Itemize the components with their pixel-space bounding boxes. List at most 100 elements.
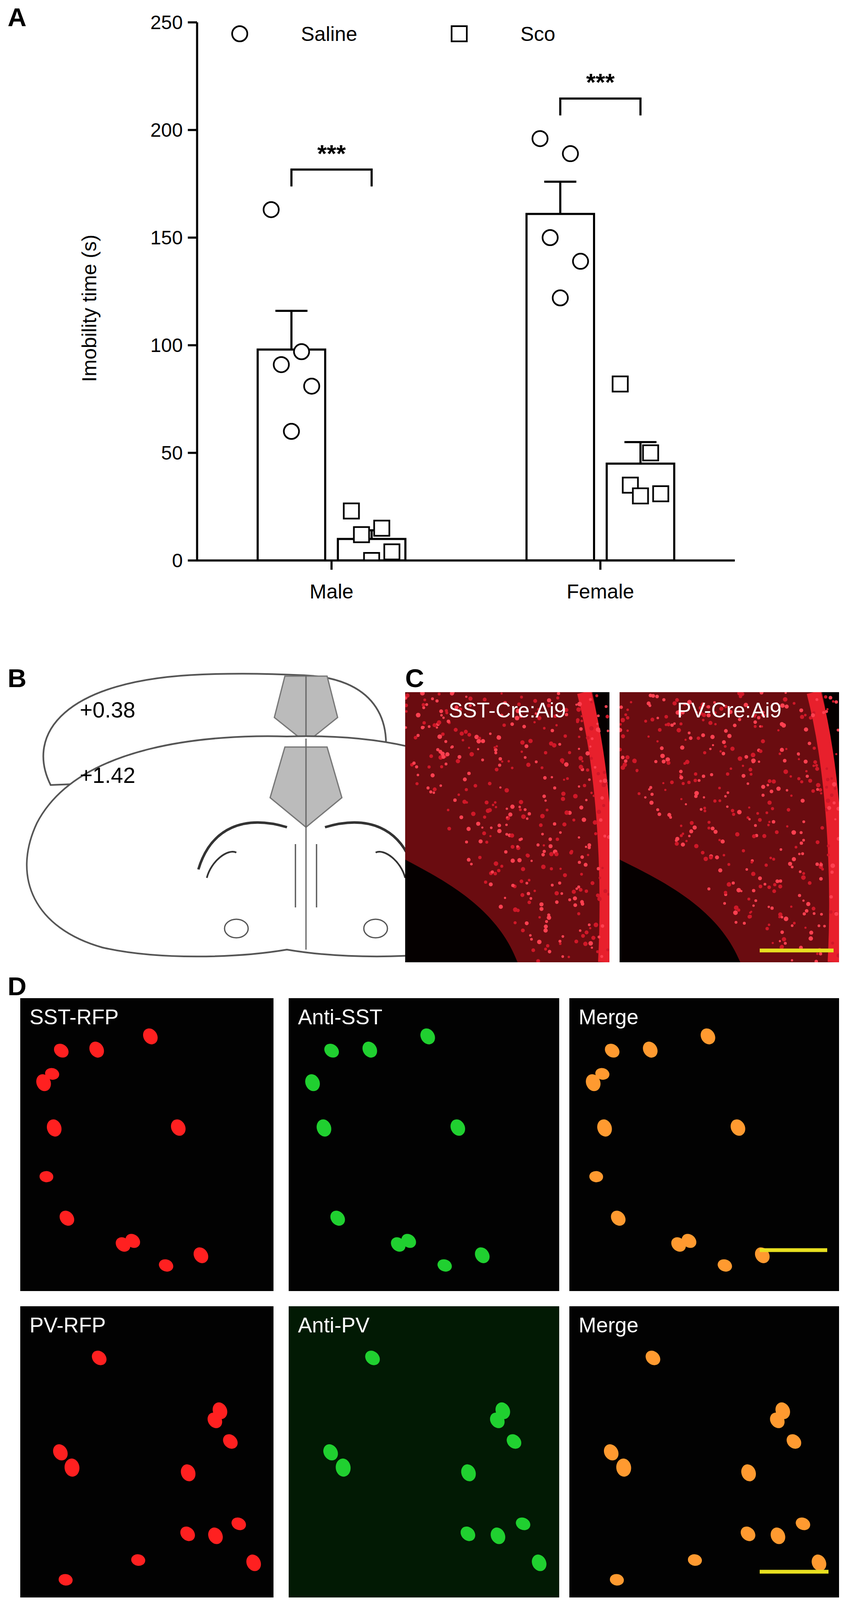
- cell: [796, 752, 800, 756]
- cell: [485, 808, 491, 813]
- cell: [600, 924, 604, 928]
- cell: [834, 700, 838, 704]
- cell: [489, 834, 492, 837]
- cell: [783, 1431, 805, 1452]
- cell: [707, 887, 711, 891]
- cell: [830, 863, 836, 869]
- cell: [540, 766, 544, 770]
- cell: [619, 747, 622, 752]
- cell: [588, 941, 593, 946]
- cell: [435, 1257, 454, 1274]
- cell: [505, 807, 508, 810]
- error-cap: [544, 180, 577, 183]
- cell: [827, 806, 832, 810]
- cell: [768, 1524, 789, 1547]
- cell: [500, 864, 504, 868]
- cell: [644, 796, 647, 799]
- cell: [801, 875, 806, 880]
- cell: [497, 869, 501, 873]
- cell: [687, 834, 691, 838]
- cell: [620, 717, 626, 723]
- cell: [534, 760, 538, 764]
- cell: [664, 723, 668, 726]
- y-tick-label: 50: [161, 441, 183, 464]
- cell: [722, 853, 726, 857]
- cell: [491, 803, 495, 807]
- cell: [436, 720, 442, 725]
- cell: [767, 823, 770, 827]
- structure: [224, 919, 249, 938]
- cell: [39, 1170, 55, 1183]
- cell: [692, 825, 697, 830]
- cell: [831, 700, 835, 703]
- cell: [572, 818, 576, 822]
- cell: [581, 760, 584, 763]
- cell: [574, 939, 579, 944]
- cell: [523, 756, 527, 759]
- cell: [432, 722, 437, 728]
- cell: [804, 926, 807, 929]
- cell: [701, 733, 705, 737]
- y-tick: [187, 236, 198, 239]
- cell: [812, 764, 815, 767]
- cell: [662, 698, 666, 702]
- tract: [198, 822, 414, 870]
- cell: [801, 852, 805, 856]
- cell: [828, 695, 833, 700]
- cell: [718, 799, 721, 802]
- scale-bar: [759, 1570, 829, 1574]
- cell: [544, 750, 548, 755]
- panel-label: D: [7, 971, 27, 1001]
- cell: [836, 728, 840, 732]
- cell: [798, 893, 802, 898]
- cell: [564, 762, 569, 767]
- cell: [765, 926, 769, 931]
- cell: [802, 838, 805, 842]
- structure: [295, 844, 317, 908]
- error-bar: [544, 181, 577, 214]
- cell: [666, 760, 671, 765]
- cell: [703, 806, 706, 810]
- cell: [556, 692, 561, 696]
- cell: [524, 921, 529, 926]
- cell: [561, 955, 564, 958]
- cell: [552, 822, 557, 826]
- cell: [731, 812, 736, 817]
- cell: [465, 840, 469, 844]
- image-label: Merge: [578, 1313, 639, 1338]
- cell: [429, 754, 434, 759]
- cell: [829, 895, 833, 899]
- cell: [670, 723, 674, 727]
- cell: [805, 774, 809, 778]
- cell: [792, 701, 796, 705]
- cell: [527, 812, 531, 816]
- cell: [778, 939, 781, 943]
- cell: [559, 831, 562, 834]
- cell: [709, 773, 713, 777]
- cell: [525, 881, 528, 885]
- cell: [759, 692, 764, 695]
- cell: [519, 808, 523, 812]
- cell: [815, 698, 819, 702]
- cell: [602, 1040, 623, 1061]
- cell: [752, 834, 756, 839]
- cell: [559, 867, 562, 870]
- point: [343, 503, 360, 519]
- cell: [767, 885, 772, 890]
- cell: [790, 865, 794, 869]
- cell: [493, 871, 497, 876]
- legend-label: Sco: [520, 22, 556, 46]
- cell: [753, 725, 757, 729]
- cell: [701, 850, 705, 855]
- cell: [430, 773, 435, 778]
- cell: [826, 853, 830, 857]
- cell: [492, 1399, 513, 1422]
- micrograph: [569, 1306, 840, 1598]
- cell: [520, 740, 525, 745]
- cell: [648, 693, 653, 697]
- cell: [597, 935, 601, 939]
- y-tick: [187, 559, 198, 562]
- cell: [726, 882, 732, 887]
- cell: [756, 812, 759, 815]
- x-axis: [197, 559, 735, 562]
